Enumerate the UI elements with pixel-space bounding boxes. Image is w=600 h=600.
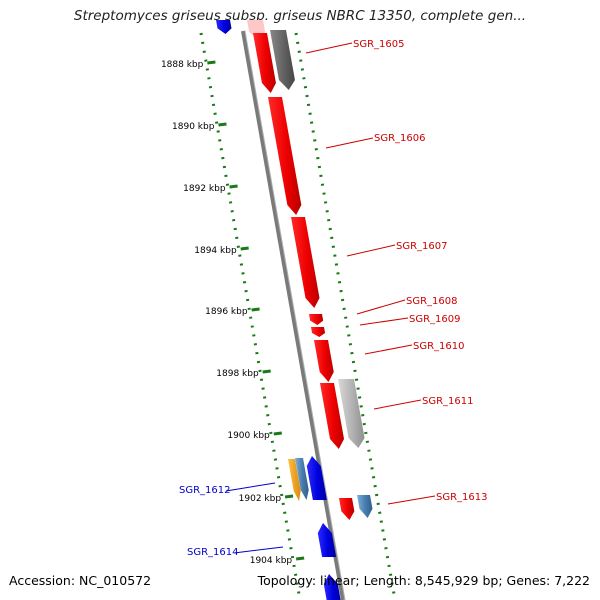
gene-label-leader <box>305 42 353 54</box>
gene-label: SGR_1610 <box>413 341 465 352</box>
gene-label: SGR_1612 <box>179 485 231 496</box>
gene-label-leader <box>346 244 396 257</box>
gene-label-leader <box>364 344 413 355</box>
scale-tick <box>273 431 282 436</box>
gene-label-leader <box>325 137 374 149</box>
gene-label: SGR_1605 <box>353 39 405 50</box>
gene-arrow-gray-1 <box>270 30 295 90</box>
gene-label: SGR_1607 <box>396 241 448 252</box>
gene-arrow-sgr-1607 <box>291 217 320 308</box>
genome-title: Streptomyces griseus subsp. griseus NBRC… <box>73 8 527 24</box>
gene-label-leader <box>359 317 409 326</box>
gene-arrow-bottom-blue <box>323 574 341 600</box>
gene-label: SGR_1611 <box>422 396 474 407</box>
gene-label: SGR_1613 <box>436 492 488 503</box>
gene-label-leader <box>225 482 276 492</box>
scale-tick <box>218 122 227 127</box>
gene-label: SGR_1606 <box>374 133 426 144</box>
gene-arrow-sgr-1613 <box>339 498 355 520</box>
gene-arrow-sgr-1611 <box>320 383 345 449</box>
accession-label: Accession: NC_010572 <box>9 573 152 588</box>
scale-tick <box>295 556 305 561</box>
gene-label: SGR_1608 <box>406 296 458 307</box>
gene-label-leader <box>356 299 406 315</box>
scale-tick-label: 1892 kbp <box>183 184 226 194</box>
genome-axis-highlight <box>244 30 346 600</box>
gene-arrow-sgr-1609 <box>311 327 326 337</box>
scale-tick-label: 1890 kbp <box>172 122 215 132</box>
gene-label-leader <box>387 495 436 505</box>
scale-tick-label: 1894 kbp <box>194 246 237 256</box>
genome-axis <box>241 30 345 600</box>
gene-arrow-gray-2 <box>338 379 365 448</box>
gene-arrow-orange <box>288 459 301 501</box>
scale-tick <box>251 307 260 312</box>
gene-arrow-steel-1 <box>357 495 373 518</box>
scale-tick <box>262 369 271 374</box>
scale-tick <box>207 60 216 65</box>
scale-tick <box>240 246 249 251</box>
gene-label-leader <box>233 546 284 554</box>
gene-arrow-sgr-1610 <box>314 340 334 382</box>
scale-tick <box>284 494 294 499</box>
topology-label: Topology: linear; Length: 8,545,929 bp; … <box>257 573 590 588</box>
gene-arrow-sgr-1606 <box>268 97 302 215</box>
scale-tick <box>229 184 238 189</box>
gene-arrow-sgr-1608 <box>309 314 324 325</box>
scale-tick-label: 1888 kbp <box>161 60 204 70</box>
scale-tick-label: 1900 kbp <box>227 431 270 441</box>
gene-label: SGR_1609 <box>409 314 461 325</box>
scale-tick-label: 1896 kbp <box>205 307 248 317</box>
gene-arrow-sgr-1614 <box>317 523 337 557</box>
gene-arrow-sgr-1612 <box>306 456 327 500</box>
gene-arrow-top-blue <box>216 20 232 34</box>
gene-arrow-sgr-1605 <box>253 33 276 93</box>
scale-tick-label: 1904 kbp <box>250 556 293 566</box>
gene-arrow-steel-2 <box>295 458 309 500</box>
gene-label: SGR_1614 <box>187 547 239 558</box>
gene-label-leader <box>373 399 422 410</box>
scale-tick-label: 1902 kbp <box>239 494 282 504</box>
scale-tick-label: 1898 kbp <box>216 369 259 379</box>
